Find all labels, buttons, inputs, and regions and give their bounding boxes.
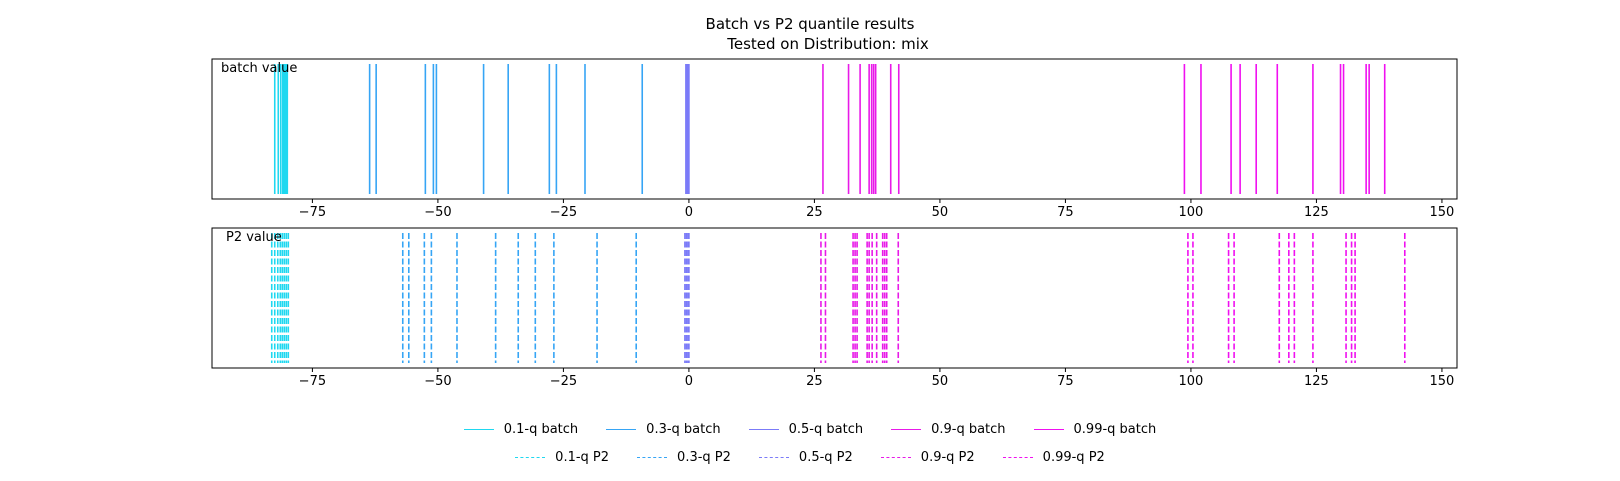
legend-item: 0.99-q P2 (1002, 450, 1105, 465)
x-tick-label: −25 (550, 205, 577, 220)
x-tick-label: 50 (932, 374, 949, 389)
panel-batch: batch value −75 −50 −25 0 25 50 75 100 125 150 (211, 58, 1458, 220)
legend-label: 0.5-q batch (788, 422, 864, 437)
panel-label: batch value (221, 61, 297, 76)
legend-swatch (748, 429, 779, 430)
legend-label: 0.3-q batch (646, 422, 721, 437)
legend-item: 0.1-q P2 (515, 450, 609, 465)
x-tick-label: 150 (1430, 374, 1455, 389)
x-tick-label: 125 (1304, 205, 1329, 220)
x-tick-label: −25 (550, 374, 577, 389)
x-tick-label: 25 (806, 374, 823, 389)
panel-label: P2 value (226, 230, 282, 245)
legend-swatch (463, 429, 494, 430)
x-tick-label: 50 (932, 205, 949, 220)
x-tick-label: 25 (806, 205, 823, 220)
axes-frame (211, 58, 1458, 200)
legend-swatch (1033, 429, 1064, 430)
legend-swatch (637, 457, 668, 458)
legend-swatch (891, 429, 922, 430)
legend-p2: 0.1-q P2 0.3-q P2 0.5-q P2 0.9-q P2 0.99-q P… (0, 450, 1620, 465)
legend-label: 0.99-q P2 (1042, 450, 1105, 465)
legend-item: 0.99-q batch (1033, 422, 1157, 437)
legend-item: 0.9-q batch (891, 422, 1006, 437)
x-tick-label: 100 (1179, 205, 1204, 220)
legend-item: 0.9-q P2 (880, 450, 975, 465)
legend-label: 0.3-q P2 (677, 450, 731, 465)
legend-swatch (1002, 457, 1033, 458)
legend-item: 0.3-q P2 (637, 450, 731, 465)
legend-label: 0.5-q P2 (798, 450, 853, 465)
x-tick-label: 0 (685, 205, 693, 220)
legend-label: 0.99-q batch (1073, 422, 1157, 437)
legend-item: 0.1-q batch (463, 422, 579, 437)
x-tick-label: 0 (685, 374, 693, 389)
legend-label: 0.9-q P2 (920, 450, 975, 465)
legend-item: 0.5-q P2 (758, 450, 853, 465)
x-tick-label: −50 (424, 374, 451, 389)
legend-label: 0.1-q batch (503, 422, 579, 437)
legend-swatch (880, 457, 911, 458)
axes-frame (211, 227, 1458, 369)
chart-title: Batch vs P2 quantile results (705, 15, 915, 33)
legend-item: 0.5-q batch (748, 422, 864, 437)
x-tick-label: 100 (1179, 374, 1204, 389)
x-tick-label: 125 (1304, 374, 1329, 389)
x-tick-label: −75 (299, 205, 326, 220)
legend-batch: 0.1-q batch 0.3-q batch 0.5-q batch 0.9-q b… (0, 422, 1620, 437)
legend-swatch (606, 429, 637, 430)
x-tick-label: −50 (424, 205, 451, 220)
x-tick-label: 75 (1057, 374, 1074, 389)
legend-label: 0.1-q P2 (555, 450, 610, 465)
legend-swatch (758, 457, 789, 458)
x-tick-label: −75 (299, 374, 326, 389)
x-tick-label: 75 (1057, 205, 1074, 220)
panel-p2: P2 value −75 −50 −25 0 25 50 75 100 125 150 (211, 227, 1458, 389)
legend-label: 0.9-q batch (931, 422, 1006, 437)
x-tick-label: 150 (1430, 205, 1455, 220)
chart-subtitle: Tested on Distribution: mix (727, 35, 929, 53)
legend-item: 0.3-q batch (606, 422, 721, 437)
legend-swatch (515, 457, 546, 458)
